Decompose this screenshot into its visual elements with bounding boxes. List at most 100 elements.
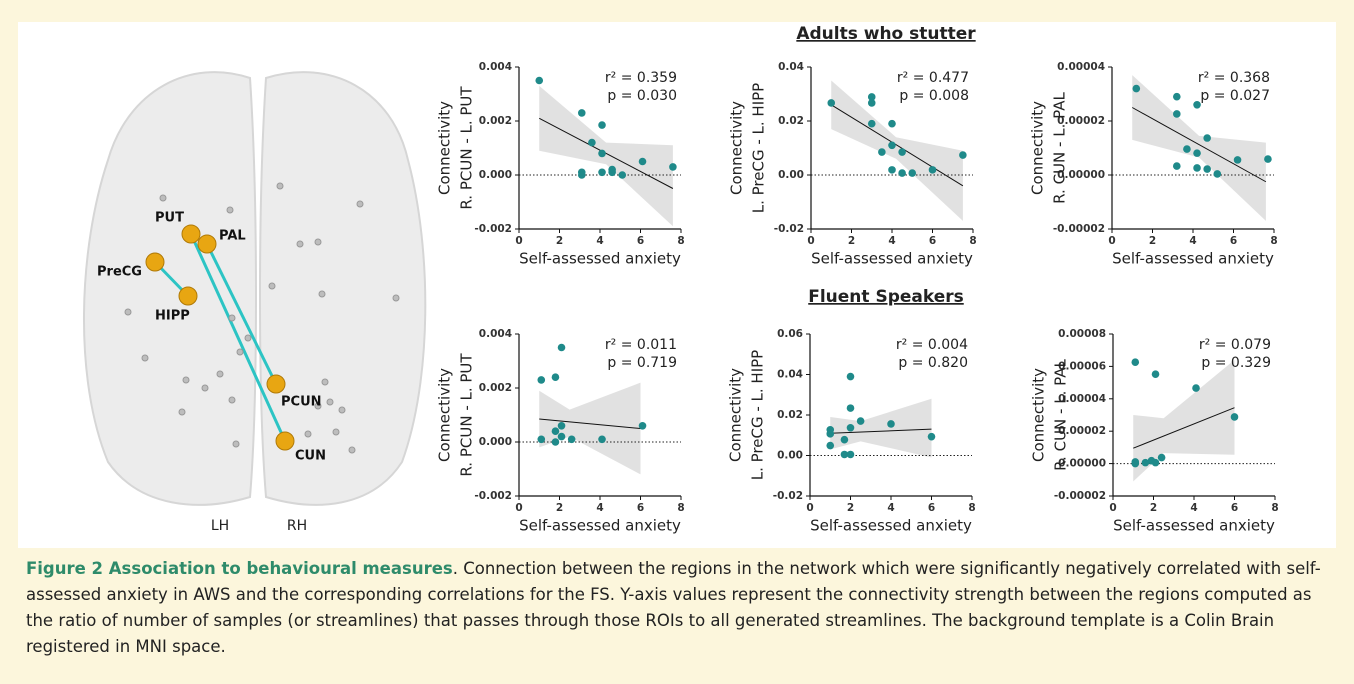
hemisphere-label: RH: [287, 518, 307, 534]
y-tick-label: -0.02: [773, 490, 803, 502]
caption: Figure 2 Association to behavioural meas…: [26, 556, 1326, 660]
roi-dot: [178, 408, 186, 416]
y-tick-label: 0.02: [778, 115, 804, 127]
y-axis-label: R. PCUN - L. PUT: [458, 86, 476, 210]
x-tick-label: 4: [596, 235, 603, 247]
roi-dot: [226, 206, 234, 214]
x-axis-label: Self-assessed anxiety: [519, 250, 681, 268]
x-axis-label: Self-assessed anxiety: [1113, 517, 1275, 535]
data-point: [959, 151, 967, 159]
data-point: [1230, 413, 1239, 421]
data-point: [846, 423, 855, 432]
trend-line: [830, 428, 932, 434]
roi-dot: [232, 440, 240, 448]
roi-dot: [392, 294, 400, 302]
x-axis-label: Self-assessed anxiety: [811, 250, 973, 268]
x-tick-label: 0: [807, 235, 814, 247]
y-tick-label: 0.004: [479, 61, 512, 73]
x-tick-label: 4: [1190, 502, 1197, 514]
data-point: [1157, 453, 1166, 462]
roi-dot: [201, 384, 209, 392]
confidence-band: [539, 85, 673, 227]
node: [275, 431, 295, 451]
roi-dot: [228, 314, 236, 322]
data-point: [557, 422, 566, 430]
data-point: [535, 76, 544, 85]
roi-dot: [338, 406, 346, 414]
data-point: [867, 119, 876, 128]
annotation: p = 0.008: [899, 88, 969, 104]
panel-title: Adults who stutter: [796, 24, 976, 44]
data-point: [577, 171, 586, 179]
trend-line: [1132, 107, 1267, 183]
data-point: [1203, 134, 1211, 142]
y-axis-label: R. PCUN - L. PUT: [458, 353, 476, 477]
node: [178, 286, 198, 306]
data-point: [827, 99, 836, 107]
x-tick-label: 0: [806, 502, 813, 514]
x-tick-label: 0: [1108, 235, 1115, 247]
y-tick-label: 0.00002: [1058, 425, 1106, 437]
data-point: [608, 168, 616, 177]
data-point: [1141, 458, 1150, 467]
hemisphere-label: LH: [211, 518, 229, 534]
x-tick-label: 8: [968, 502, 975, 514]
roi-dot: [332, 428, 340, 436]
data-point: [888, 119, 896, 128]
data-point: [1173, 92, 1181, 101]
confidence-band: [831, 80, 963, 221]
roi-dot: [296, 240, 304, 248]
connection: [189, 233, 287, 442]
roi-dot: [124, 308, 132, 316]
roi-dot: [276, 182, 284, 190]
node: [181, 224, 201, 244]
data-point: [927, 432, 936, 441]
x-tick-label: 2: [848, 235, 855, 247]
data-point: [537, 435, 546, 444]
x-tick-label: 6: [929, 235, 936, 247]
y-axis-label: Connectivity: [436, 101, 454, 195]
brain: PUT PAL PreCG HIPP PCUN CUN LH RH: [83, 71, 427, 534]
data-point: [1193, 149, 1201, 157]
x-tick-label: 0: [515, 502, 522, 514]
y-tick-label: 0.06: [777, 328, 803, 340]
y-tick-label: 0.00008: [1058, 328, 1106, 340]
y-axis-label: R. CUN - L. PAL: [1051, 92, 1069, 204]
connection: [205, 243, 278, 385]
node-label: PAL: [219, 229, 246, 244]
y-tick-label: 0.00002: [1057, 115, 1105, 127]
node-label: CUN: [295, 449, 326, 464]
y-axis-label: R. CUN - L. PAL: [1052, 359, 1070, 471]
roi-dot: [314, 238, 322, 246]
roi-dot: [159, 194, 167, 202]
y-tick-label: -0.002: [474, 490, 512, 502]
data-point: [887, 420, 895, 428]
y-tick-label: 0.00004: [1058, 393, 1106, 405]
y-tick-label: 0.00000: [1058, 458, 1106, 470]
roi-dot: [326, 398, 334, 406]
trend-line: [1133, 407, 1235, 449]
annotation: p = 0.030: [607, 88, 677, 104]
data-point: [577, 109, 586, 117]
x-tick-label: 8: [1270, 235, 1277, 247]
data-point: [1193, 101, 1201, 109]
roi-dot: [244, 334, 252, 342]
data-point: [598, 168, 606, 177]
x-tick-label: 8: [969, 235, 976, 247]
node: [145, 252, 165, 272]
data-point: [898, 148, 906, 156]
x-tick-label: 6: [928, 502, 935, 514]
data-point: [846, 404, 855, 412]
data-point: [928, 166, 937, 174]
y-tick-label: -0.02: [774, 223, 804, 235]
data-point: [898, 169, 906, 177]
data-point: [846, 450, 855, 459]
roi-dot: [356, 200, 364, 208]
data-point: [1264, 155, 1272, 163]
x-tick-label: 2: [1149, 235, 1156, 247]
x-tick-label: 0: [1109, 502, 1116, 514]
annotation: p = 0.329: [1201, 355, 1271, 371]
y-tick-label: 0.000: [479, 169, 512, 181]
data-point: [551, 373, 560, 382]
